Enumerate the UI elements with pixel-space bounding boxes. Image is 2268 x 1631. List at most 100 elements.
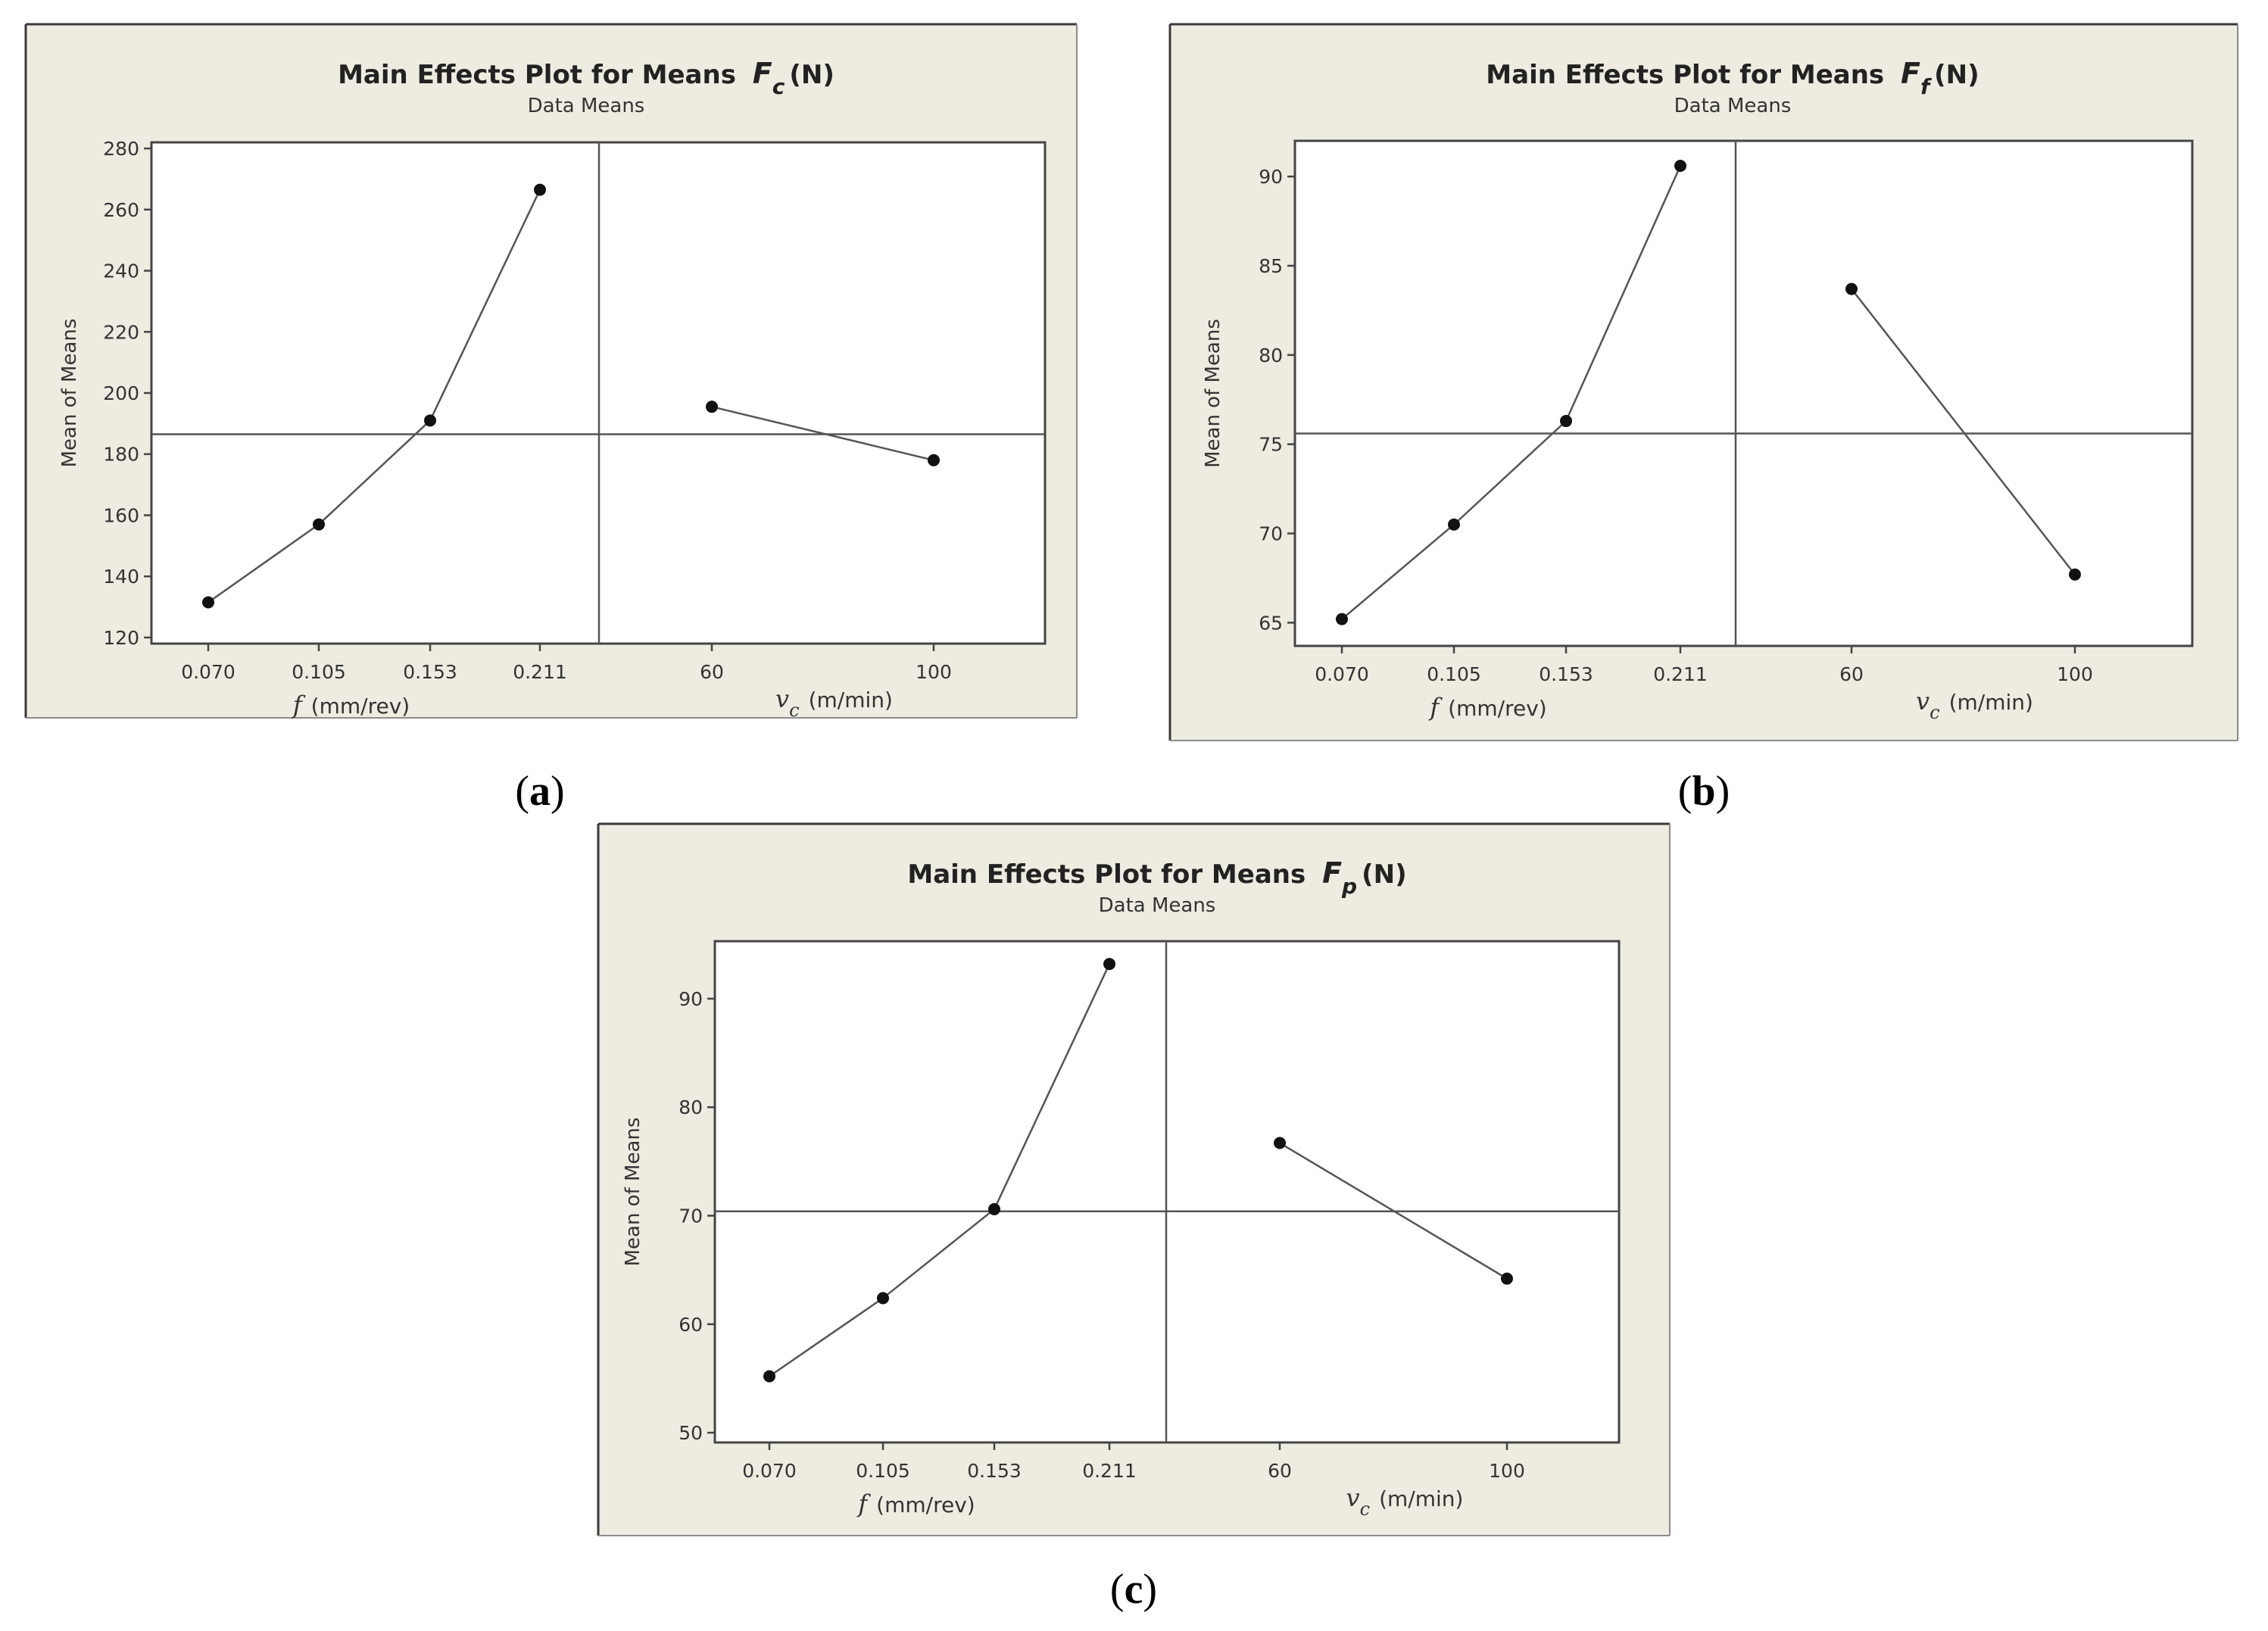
panel-caption: (a) — [515, 768, 564, 815]
x-tick-label: 0.153 — [1539, 663, 1593, 685]
data-point-speed — [706, 401, 718, 413]
data-point-speed — [1501, 1272, 1513, 1285]
x-tick-label: 0.153 — [403, 661, 457, 683]
chart-title-symbol: F — [1901, 57, 1920, 90]
y-axis-label: Mean of Means — [1202, 319, 1224, 468]
data-point-feed — [1103, 958, 1115, 971]
y-tick-label: 80 — [1259, 345, 1283, 366]
data-point-feed — [763, 1370, 775, 1383]
panel-caption-close: ) — [551, 768, 565, 815]
chart-title-symbol: F — [753, 57, 772, 90]
x-tick-label: 60 — [700, 661, 724, 683]
y-tick-label: 70 — [679, 1205, 703, 1227]
x-axis-sub-speed: c — [789, 700, 799, 721]
x-axis-label-speed: vc (m/min) — [1916, 687, 2033, 723]
x-tick-label: 0.070 — [742, 1460, 797, 1482]
y-tick-label: 280 — [103, 138, 139, 160]
x-tick-label: 0.105 — [856, 1460, 910, 1482]
series-line-feed — [207, 189, 541, 603]
x-axis-unit-speed: (m/min) — [809, 688, 893, 713]
data-point-speed — [928, 454, 940, 466]
data-point-feed — [534, 183, 546, 196]
data-point-feed — [424, 414, 436, 427]
chart-title-unit: (N) — [789, 60, 835, 90]
chart-title-symbol: F — [1322, 856, 1342, 890]
x-axis-var-speed: v — [775, 685, 789, 713]
x-tick-label: 0.153 — [967, 1460, 1022, 1482]
chart-subtitle: Data Means — [1099, 894, 1216, 917]
x-tick-label: 60 — [1268, 1460, 1292, 1482]
data-point-feed — [1448, 518, 1460, 531]
x-axis-label-speed: vc (m/min) — [1346, 1483, 1464, 1520]
panel-caption: (c) — [1110, 1566, 1157, 1613]
y-tick-label: 140 — [103, 566, 139, 588]
x-axis-var-speed: v — [1346, 1483, 1360, 1512]
x-axis-label-speed: vc (m/min) — [775, 685, 893, 721]
panel-caption: (b) — [1678, 768, 1730, 815]
panel-caption-open: ( — [1678, 768, 1692, 815]
y-tick-label: 220 — [103, 321, 139, 343]
data-point-speed — [1274, 1137, 1286, 1149]
y-axis-label: Mean of Means — [58, 319, 81, 468]
panel-caption-letter: a — [529, 768, 551, 815]
chart-title: Main Effects Plot for Means Fp (N) — [907, 856, 1406, 899]
x-tick-label: 0.105 — [1427, 663, 1481, 685]
y-tick-label: 120 — [103, 627, 139, 649]
series-line-feed — [769, 963, 1111, 1377]
y-tick-label: 60 — [679, 1314, 703, 1336]
y-tick-label: 200 — [103, 382, 139, 404]
y-tick-label: 70 — [1259, 523, 1283, 545]
panel-caption-open: ( — [515, 768, 529, 815]
x-tick-label: 0.070 — [1315, 663, 1369, 685]
chart-subtitle: Data Means — [1674, 95, 1792, 117]
data-point-feed — [202, 596, 214, 609]
x-axis-unit-speed: (m/min) — [1379, 1486, 1463, 1511]
x-axis-var-speed: v — [1916, 687, 1930, 716]
x-axis-sub-speed: c — [1360, 1498, 1370, 1520]
x-axis-unit-feed: (mm/rev) — [876, 1492, 975, 1517]
series-line-speed — [711, 405, 934, 462]
series-line-feed — [1341, 165, 1682, 620]
y-tick-label: 90 — [1259, 166, 1283, 188]
y-axis-label: Mean of Means — [622, 1118, 644, 1267]
y-tick-label: 260 — [103, 199, 139, 221]
y-tick-label: 50 — [679, 1422, 703, 1444]
x-axis-unit-feed: (mm/rev) — [311, 694, 410, 719]
chart-title-symbol-sub: f — [1920, 74, 1933, 99]
panel-caption-open: ( — [1110, 1566, 1125, 1613]
y-tick-label: 90 — [679, 988, 703, 1010]
chart-title: Main Effects Plot for Means Fc (N) — [338, 57, 835, 99]
x-axis-sub-speed: c — [1930, 702, 1939, 723]
x-tick-label: 100 — [916, 661, 952, 683]
y-tick-label: 180 — [103, 444, 139, 466]
chart-title-unit: (N) — [1362, 859, 1407, 890]
chart-panel-a: Main Effects Plot for Means Fc (N)Data Me… — [24, 23, 1078, 815]
x-axis-label-feed: f (mm/rev) — [292, 691, 410, 719]
data-point-feed — [877, 1292, 889, 1305]
chart-title-text: Main Effects Plot for Means — [907, 859, 1315, 890]
chart-panel-c: Main Effects Plot for Means Fp (N)Data Me… — [597, 822, 1671, 1613]
x-tick-label: 0.211 — [1653, 663, 1708, 685]
x-tick-label: 60 — [1839, 663, 1864, 685]
y-tick-label: 240 — [103, 260, 139, 282]
panel-caption-close: ) — [1143, 1566, 1157, 1613]
y-tick-label: 85 — [1259, 255, 1283, 277]
data-point-speed — [2069, 568, 2081, 581]
x-axis-unit-feed: (mm/rev) — [1448, 696, 1547, 721]
x-tick-label: 0.105 — [292, 661, 346, 683]
x-tick-label: 0.070 — [181, 661, 236, 683]
chart-title-unit: (N) — [1934, 60, 1979, 90]
x-axis-unit-speed: (m/min) — [1949, 690, 2033, 715]
panel-caption-letter: c — [1125, 1566, 1143, 1613]
data-point-speed — [1845, 282, 1858, 295]
y-tick-label: 160 — [103, 504, 139, 526]
x-tick-label: 100 — [2057, 663, 2093, 685]
x-tick-label: 0.211 — [513, 661, 567, 683]
chart-panel-b: Main Effects Plot for Means Ff (N)Data Me… — [1168, 23, 2238, 815]
data-point-feed — [313, 518, 325, 531]
y-tick-label: 75 — [1259, 434, 1283, 456]
data-point-feed — [1336, 613, 1348, 625]
series-line-speed — [1279, 1142, 1508, 1280]
data-point-feed — [988, 1202, 1000, 1215]
